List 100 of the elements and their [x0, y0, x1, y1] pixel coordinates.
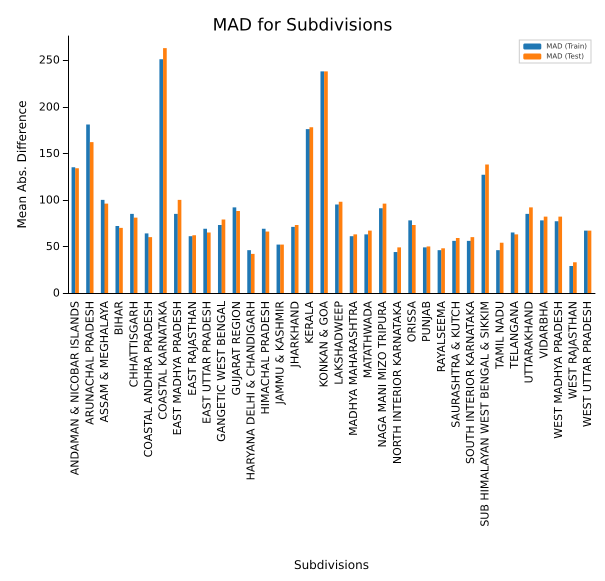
x-tick-label: MATATHWADA: [362, 300, 375, 378]
bar: [148, 237, 152, 293]
bar: [441, 248, 445, 293]
bar: [588, 230, 592, 293]
bar: [496, 250, 500, 293]
y-tick-label: 0: [52, 286, 60, 300]
bar: [412, 225, 416, 293]
chart-title: MAD for Subdivisions: [212, 16, 393, 36]
x-tick-label: KERALA: [302, 300, 316, 344]
bar: [584, 230, 588, 293]
y-tick-label: 250: [38, 54, 60, 67]
bar: [338, 202, 342, 293]
bar: [452, 240, 456, 293]
x-tick-label: HARYANA DELHI & CHANDIGARH: [244, 301, 258, 480]
x-tick-label: NAGA MANI MIZO TRIPURA: [376, 300, 390, 448]
bar: [573, 262, 577, 293]
bar: [364, 234, 368, 293]
y-tick-label: 50: [46, 240, 60, 253]
bar: [280, 244, 284, 293]
x-tick-label: NORTH INTERIOR KARNATAKA: [390, 300, 404, 464]
bar: [218, 225, 222, 293]
bar: [554, 221, 558, 293]
bar: [335, 204, 339, 293]
bar: [163, 48, 167, 293]
x-tick-label: TELANGANA: [508, 300, 521, 370]
bar: [382, 204, 386, 293]
bar: [86, 124, 90, 293]
bar: [353, 234, 358, 293]
x-tick-label: JAMMU & KASHMIR: [274, 300, 287, 406]
bar: [119, 228, 123, 293]
bar: [485, 164, 489, 293]
x-tick-label: ORISSA: [405, 300, 418, 342]
x-tick-label: SAURASHTRA & KUTCH: [449, 301, 462, 428]
bar: [544, 216, 548, 293]
y-axis-title: Mean Abs. Difference: [15, 100, 29, 229]
bar: [525, 214, 530, 293]
bar: [309, 127, 314, 293]
bar: [306, 129, 310, 293]
bar: [276, 244, 280, 293]
bar: [232, 207, 236, 293]
bar: [134, 218, 138, 293]
x-tick-label: WEST RAJASTHAN: [566, 301, 580, 400]
x-tick-label: EAST UTTAR PRADESH: [200, 301, 214, 424]
x-tick-label: VIDARBHA: [537, 300, 550, 359]
bar: [294, 225, 299, 293]
bar: [394, 252, 398, 293]
bar: [397, 247, 401, 293]
bar: [236, 211, 240, 293]
x-tick-label: GANGETIC WEST BENGAL: [215, 300, 228, 442]
bar: [266, 232, 270, 293]
bar: [247, 250, 251, 293]
bar: [144, 233, 148, 293]
bar: [540, 220, 544, 293]
bar: [192, 235, 196, 293]
x-tick-label: ARUNACHAL PRADESH: [83, 301, 96, 425]
y-tick-label: 100: [38, 193, 60, 206]
x-tick-label: LAKSHADWEEP: [332, 300, 346, 385]
bar: [529, 207, 533, 293]
bar: [90, 142, 94, 293]
x-tick-label: UTTARAKHAND: [522, 301, 536, 384]
bar: [558, 216, 562, 293]
x-tick-label: EAST MADHYA PRADESH: [171, 301, 184, 436]
x-tick-label: WEST UTTAR PRADESH: [581, 301, 594, 428]
x-tick-label: SOUTH INTERIOR KARNATAKA: [464, 300, 478, 464]
x-tick-label: EAST RAJASTHAN: [186, 301, 199, 396]
bar: [426, 246, 430, 293]
bar: [456, 238, 460, 293]
bar: [350, 236, 354, 293]
bar: [188, 236, 192, 293]
bar: [408, 220, 412, 293]
bar: [569, 266, 574, 293]
bar: [470, 237, 474, 293]
x-tick-label: ANDAMAN & NICOBAR ISLANDS: [68, 300, 82, 476]
bar: [262, 228, 266, 293]
bar: [104, 204, 108, 293]
bar: [368, 230, 372, 293]
bar: [222, 219, 226, 293]
bar: [75, 168, 79, 293]
bar: [514, 234, 518, 293]
x-tick-label: CHHATTISGARH: [127, 301, 140, 388]
bar: [203, 228, 207, 293]
x-tick-label: WEST MADHYA PRADESH: [552, 301, 565, 439]
x-tick-label: MADHYA MAHARASHTRA: [346, 300, 360, 436]
bar: [174, 214, 178, 293]
x-tick-label: HIMACHAL PRADESH: [259, 301, 272, 414]
x-tick-label: COASTAL ANDHRA PRADESH: [142, 301, 155, 458]
bar: [379, 208, 383, 293]
bar: [438, 250, 442, 293]
bar: [250, 254, 255, 293]
bar: [510, 232, 514, 293]
bar: [422, 247, 427, 293]
bar: [320, 71, 324, 293]
x-tick-label: JHARKHAND: [288, 301, 302, 368]
x-tick-label: BIHAR: [112, 300, 126, 336]
bar: [100, 200, 104, 293]
x-tick-label: TAMIL NADU: [493, 301, 506, 370]
bar: [324, 71, 328, 293]
x-tick-label: GUJARAT REGION: [230, 301, 243, 396]
bar: [206, 232, 211, 293]
x-tick-label: RAYALSEEMA: [434, 300, 448, 372]
